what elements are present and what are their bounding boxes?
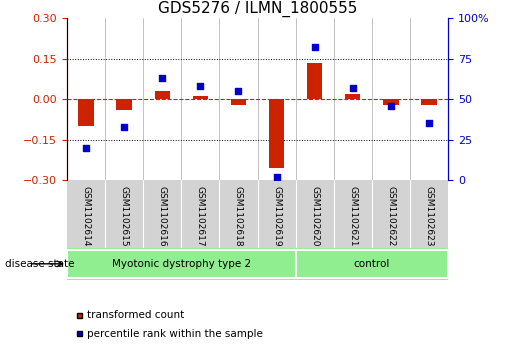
Bar (269, 99, 284, 168)
Text: GSM1102614: GSM1102614 (81, 185, 91, 246)
Text: GSM1102617: GSM1102617 (196, 185, 205, 246)
Text: disease state: disease state (5, 259, 75, 269)
Point (425, 121, 433, 126)
Text: percentile rank within the sample: percentile rank within the sample (87, 329, 263, 339)
Text: GSM1102622: GSM1102622 (386, 185, 396, 246)
Text: GSM1102616: GSM1102616 (158, 185, 167, 246)
Point (82, 145, 90, 151)
Text: GSM1102619: GSM1102619 (272, 185, 281, 246)
Text: transformed count: transformed count (87, 310, 184, 321)
Point (272, 174, 281, 180)
Text: GSM1102621: GSM1102621 (348, 185, 357, 246)
Title: GDS5276 / ILMN_1800555: GDS5276 / ILMN_1800555 (158, 1, 357, 17)
Bar (345, 94, 360, 99)
Text: GSM1102615: GSM1102615 (119, 185, 129, 246)
Text: Myotonic dystrophy type 2: Myotonic dystrophy type 2 (112, 259, 251, 269)
Point (158, 75, 166, 81)
Bar (193, 97, 208, 99)
Bar (231, 99, 246, 105)
Text: control: control (354, 259, 390, 269)
Bar (78, 99, 94, 126)
Bar (383, 99, 399, 105)
FancyBboxPatch shape (296, 250, 448, 278)
Point (387, 103, 395, 109)
Point (234, 88, 243, 94)
Bar (421, 99, 437, 105)
Bar (154, 91, 170, 99)
Text: GSM1102618: GSM1102618 (234, 185, 243, 246)
FancyBboxPatch shape (67, 250, 296, 278)
Point (349, 85, 357, 91)
Text: GSM1102623: GSM1102623 (424, 185, 434, 246)
Point (311, 44, 319, 50)
Bar (307, 63, 322, 99)
Text: GSM1102620: GSM1102620 (310, 185, 319, 246)
Point (120, 124, 128, 130)
Bar (116, 99, 132, 110)
Point (196, 83, 204, 89)
